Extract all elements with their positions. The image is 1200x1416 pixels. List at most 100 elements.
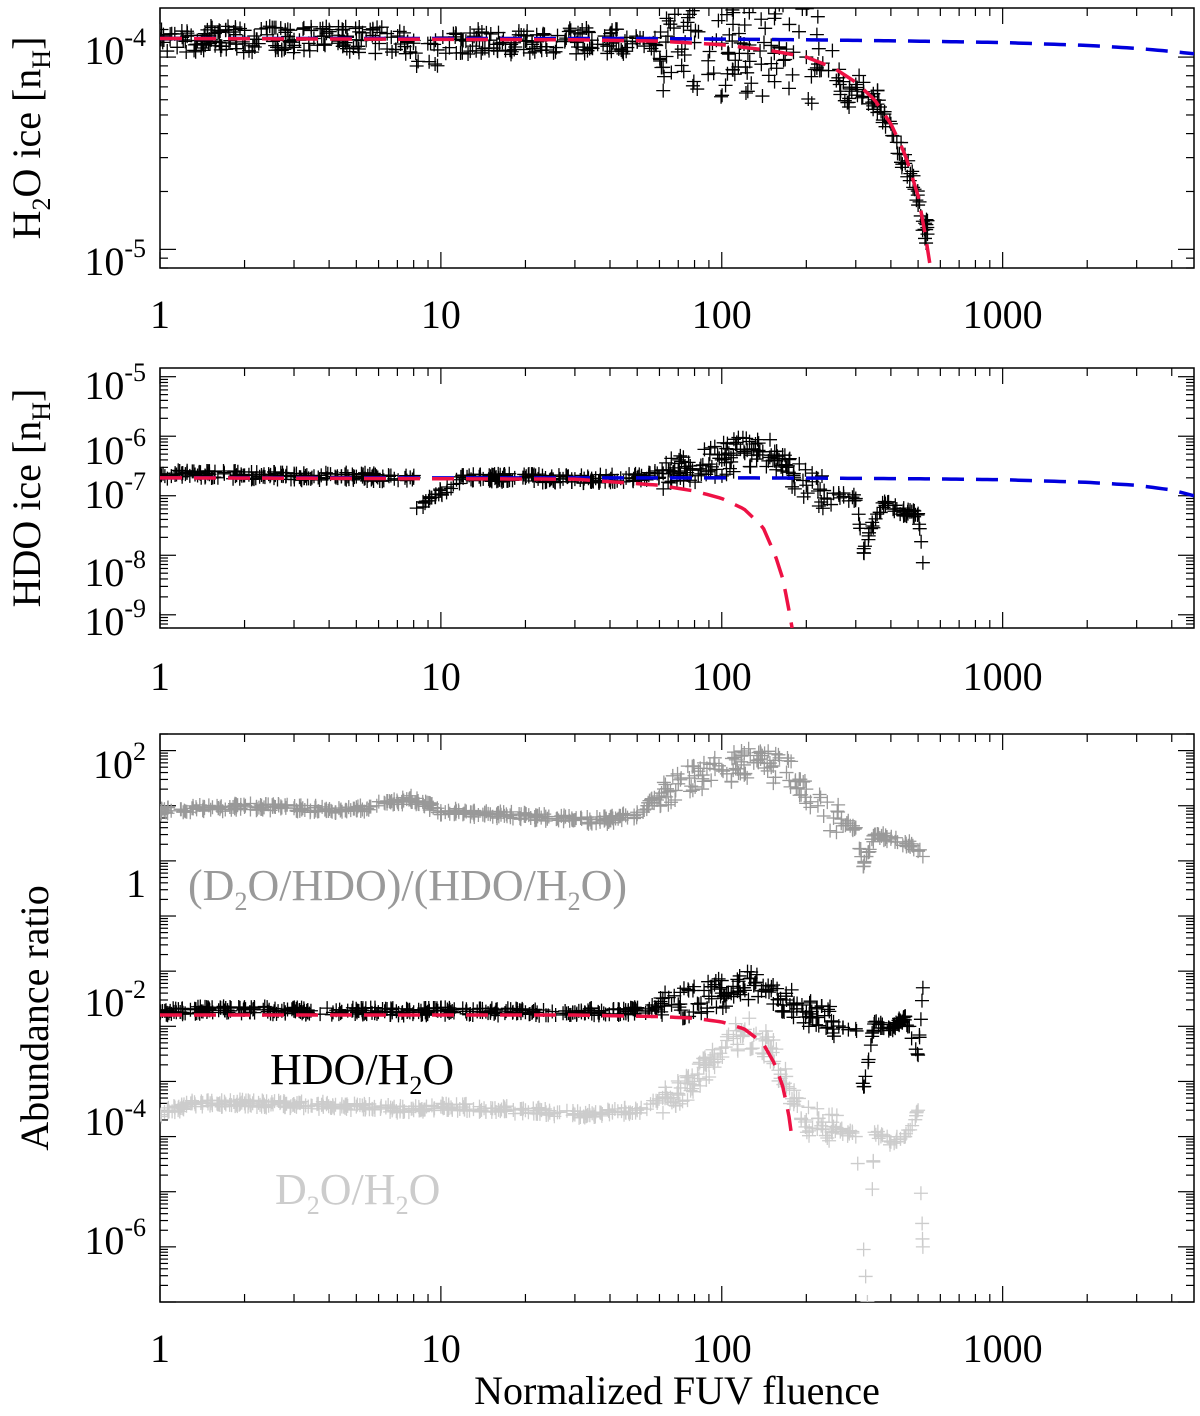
data-point <box>517 805 532 820</box>
data-point <box>200 1093 215 1108</box>
data-point <box>664 451 679 466</box>
data-point <box>170 40 185 55</box>
data-point <box>825 1022 840 1037</box>
data-point <box>718 78 733 93</box>
data-point <box>830 804 845 819</box>
data-point <box>866 834 881 849</box>
data-point <box>836 818 851 833</box>
data-point <box>825 43 840 58</box>
data-point <box>417 798 432 813</box>
x-tick-label: 1 <box>150 292 170 337</box>
data-point <box>913 1186 928 1201</box>
data-point <box>249 803 264 818</box>
plot-frame <box>159 7 1195 269</box>
data-point <box>762 985 777 1000</box>
scatter-marks <box>160 430 930 570</box>
data-point <box>842 91 857 106</box>
data-point <box>670 0 684 6</box>
x-tick-label: 1000 <box>963 1326 1043 1371</box>
data-point <box>605 23 620 38</box>
data-point <box>750 432 765 447</box>
x-tick-label: 10 <box>421 654 461 699</box>
data-point <box>784 1091 799 1106</box>
y-tick-label: 10-5 <box>84 358 146 408</box>
data-point <box>603 813 618 828</box>
data-point <box>794 1111 809 1126</box>
data-point <box>211 801 226 816</box>
data-point <box>861 1052 876 1067</box>
data-point <box>857 539 872 554</box>
data-point <box>850 1156 865 1171</box>
data-point <box>338 1100 353 1115</box>
data-point <box>365 1101 380 1116</box>
data-point <box>766 997 781 1012</box>
data-point <box>737 444 752 459</box>
data-point <box>285 1097 300 1112</box>
data-point <box>682 0 696 2</box>
data-point <box>743 459 758 474</box>
data-point <box>725 34 740 49</box>
data-point <box>342 44 357 59</box>
data-point <box>780 458 795 473</box>
data-point <box>521 469 536 484</box>
data-point <box>904 1031 919 1046</box>
data-point <box>655 1105 670 1120</box>
data-point <box>579 1109 594 1124</box>
data-point <box>548 44 563 59</box>
data-point <box>647 790 662 805</box>
x-tick-labels: 1 10 100 1000 <box>150 654 1043 699</box>
data-point <box>890 835 905 850</box>
data-point <box>680 10 695 25</box>
data-point <box>849 82 864 97</box>
data-point <box>241 43 256 58</box>
axis-ticks <box>159 8 1194 269</box>
data-point <box>654 786 669 801</box>
data-point <box>719 766 734 781</box>
data-point <box>716 435 731 450</box>
data-point <box>300 1005 315 1020</box>
data-point <box>686 1004 701 1019</box>
data-point <box>160 1103 175 1118</box>
data-point <box>237 23 252 38</box>
data-point <box>693 1078 708 1093</box>
data-point <box>811 1018 826 1033</box>
data-point <box>776 53 791 68</box>
data-point <box>241 1095 256 1110</box>
data-point <box>707 1047 722 1062</box>
data-point <box>496 805 511 820</box>
data-point <box>581 1005 596 1020</box>
data-point <box>739 431 754 446</box>
data-point <box>463 809 478 824</box>
data-point <box>771 747 786 762</box>
data-point <box>179 804 194 819</box>
data-point <box>886 502 901 517</box>
data-point <box>423 36 438 51</box>
data-point <box>489 37 504 52</box>
data-point <box>874 828 889 843</box>
data-point <box>743 8 745 14</box>
data-point <box>704 979 719 994</box>
data-point <box>768 770 783 785</box>
data-point <box>753 744 768 759</box>
data-point <box>790 1098 805 1113</box>
data-point <box>815 1122 830 1137</box>
data-point <box>796 489 811 504</box>
data-point <box>803 800 818 815</box>
data-point <box>380 796 395 811</box>
y-axis-label: H2O ice [nH] <box>4 37 56 240</box>
data-point <box>906 503 921 518</box>
data-point <box>455 1001 470 1016</box>
data-point <box>221 19 236 34</box>
data-point <box>893 1013 908 1028</box>
data-point <box>628 1101 643 1116</box>
data-point <box>659 11 674 26</box>
data-point <box>655 462 670 477</box>
data-point <box>475 41 490 56</box>
data-point <box>471 808 486 823</box>
data-point <box>730 1042 745 1057</box>
axis-ticks <box>159 368 1194 629</box>
data-point <box>833 84 848 99</box>
data-point <box>322 22 337 37</box>
data-point <box>336 1099 351 1114</box>
